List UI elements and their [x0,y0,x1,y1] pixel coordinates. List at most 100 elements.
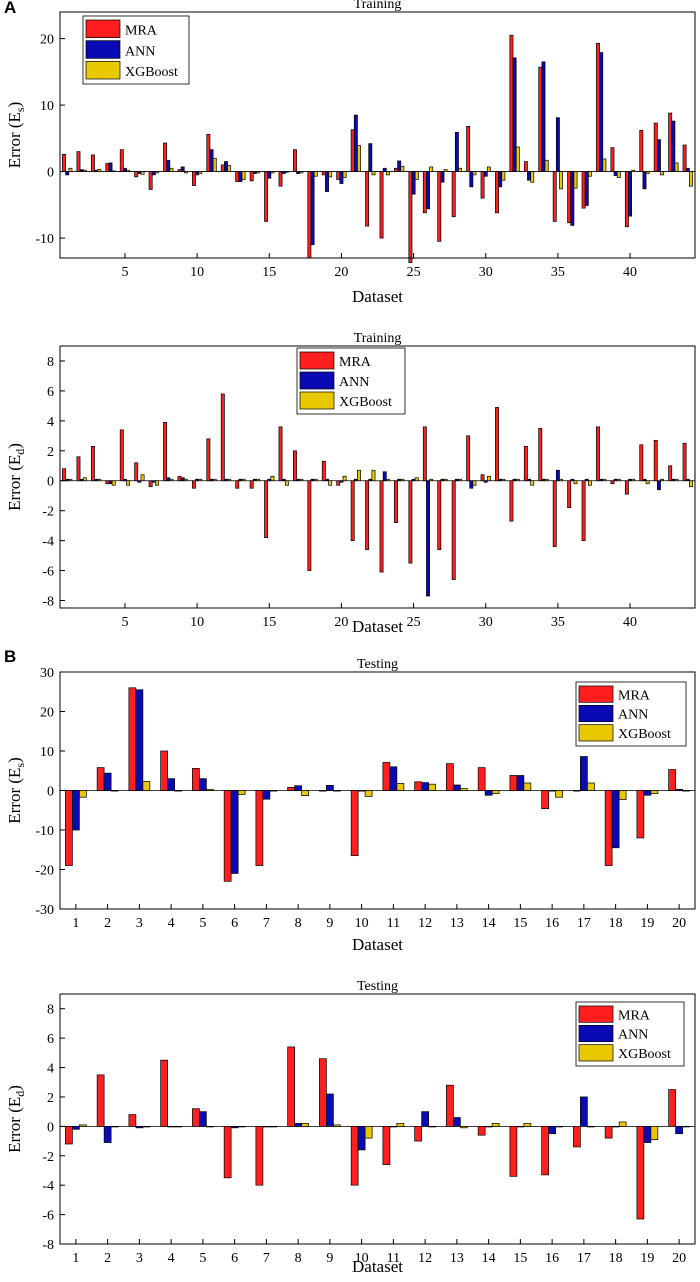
bar-ann-14 [484,790,493,796]
y-tick-label: 0 [47,475,54,490]
bar-ann-26 [426,480,430,597]
bar-ann-18 [310,478,315,482]
bar-ann-36 [570,171,575,226]
bar-ann-8 [166,477,171,482]
legend-label-mra: MRA [618,688,651,703]
series-ann [65,52,690,246]
bar-mra-10 [191,480,196,489]
x-axis-label: Dataset [352,1257,403,1276]
bar-xgboost-17 [299,478,304,482]
bar-ann-4 [167,778,175,791]
bar-mra-14 [477,767,486,791]
bar-ann-5 [199,1111,207,1127]
x-tick-label: 25 [407,615,421,630]
bar-xgboost-1 [79,1124,87,1127]
bar-mra-15 [509,1126,518,1177]
chart-training-es: Training -10 0 10 20 5 10 15 20 25 30 35 40 Dataset Er… [5,0,696,306]
x-tick-label: 6 [231,1251,238,1266]
bar-ann-16 [281,171,286,174]
bar-ann-10 [195,478,200,482]
legend: MRA ANN XGBoost [82,15,190,85]
bar-mra-36 [567,171,572,224]
x-tick-label: 25 [407,265,421,280]
bar-xgboost-2 [82,477,87,482]
bar-mra-28 [451,171,456,218]
bar-mra-35 [552,480,557,547]
bar-ann-33 [527,171,531,181]
bar-xgboost-6 [237,790,246,795]
bar-xgboost-8 [169,167,174,172]
x-tick-label: 15 [262,265,276,280]
bar-xgboost-4 [174,1126,182,1128]
bar-xgboost-10 [364,1126,373,1139]
y-tick-label: -2 [42,505,54,520]
bar-ann-2 [103,772,112,791]
bar-xgboost-23 [385,478,390,482]
bar-mra-23 [379,480,384,573]
bar-mra-30 [480,474,485,482]
y-tick-label: 20 [40,33,54,48]
bar-ann-17 [296,171,301,174]
bar-ann-28 [454,478,459,482]
bar-mra-11 [206,133,211,172]
bar-mra-26 [422,426,427,482]
bar-ann-31 [498,171,503,188]
bar-ann-27 [440,478,445,482]
bar-ann-12 [421,1111,429,1127]
legend-swatch-xgboost [578,1044,614,1062]
bar-mra-7 [255,1126,264,1186]
bar-ann-13 [453,784,461,791]
bar-xgboost-11 [396,1123,405,1127]
bar-mra-1 [62,468,66,482]
legend-swatch-ann [299,371,335,390]
x-tick-label: 4 [168,1251,175,1266]
bar-ann-3 [135,1126,144,1129]
bar-ann-32 [512,478,517,482]
bar-mra-14 [249,171,254,182]
bar-xgboost-19 [328,171,333,178]
bar-xgboost-26 [429,166,434,172]
legend-swatch-xgboost [299,391,335,410]
y-axis-label-sub: d [13,1091,27,1097]
legend-label-xgboost: XGBoost [618,1047,671,1062]
bar-xgboost-16 [284,480,289,486]
y-tick-label: -4 [42,535,54,550]
bar-xgboost-25 [414,171,419,180]
bar-xgboost-28 [458,478,462,482]
bar-xgboost-15 [523,782,532,791]
bar-ann-24 [397,478,402,482]
y-axis-label-main: Error (E [5,768,24,824]
bar-mra-34 [538,66,543,172]
y-tick-label: -6 [42,1209,54,1224]
bar-ann-21 [353,114,358,172]
bar-ann-3 [94,478,99,482]
bar-xgboost-20 [682,1126,690,1128]
bar-xgboost-3 [97,478,102,482]
bar-xgboost-17 [587,1126,595,1128]
x-tick-label: 20 [672,1251,686,1266]
bar-ann-10 [357,790,366,792]
bar-ann-12 [421,782,429,791]
bar-ann-25 [411,171,416,195]
bar-xgboost-1 [68,167,73,172]
x-tick-label: 30 [479,615,493,630]
bar-xgboost-38 [602,158,607,172]
chart-training-ed: Training -8 -6 -4 -2 0 2 4 6 8 5 10 15 20 25 30 35 40 Data… [5,331,696,636]
x-tick-label: 15 [262,615,276,630]
bar-ann-42 [656,139,661,172]
series-mra [65,687,676,882]
legend: MRA ANN XGBoost [296,347,406,415]
legend-swatch-mra [578,1005,614,1023]
bar-ann-34 [541,61,546,172]
x-tick-label: 17 [577,1251,591,1266]
bar-mra-17 [573,790,581,792]
bar-ann-14 [252,478,257,482]
bar-mra-10 [350,790,359,857]
chart-title: Testing [357,979,398,994]
bar-mra-24 [394,480,398,524]
bar-ann-20 [339,480,344,483]
bar-xgboost-13 [241,171,246,180]
bar-ann-29 [469,480,474,489]
bar-mra-8 [163,422,168,482]
